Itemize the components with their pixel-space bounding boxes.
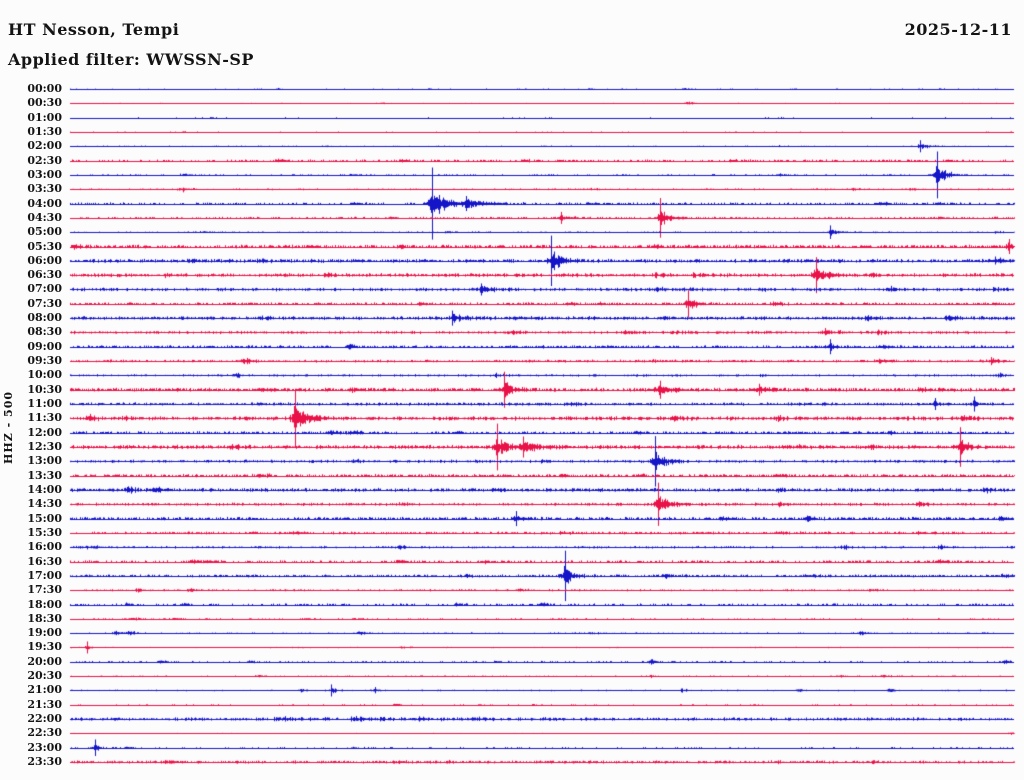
seismogram-trace-canvas xyxy=(0,0,1024,780)
